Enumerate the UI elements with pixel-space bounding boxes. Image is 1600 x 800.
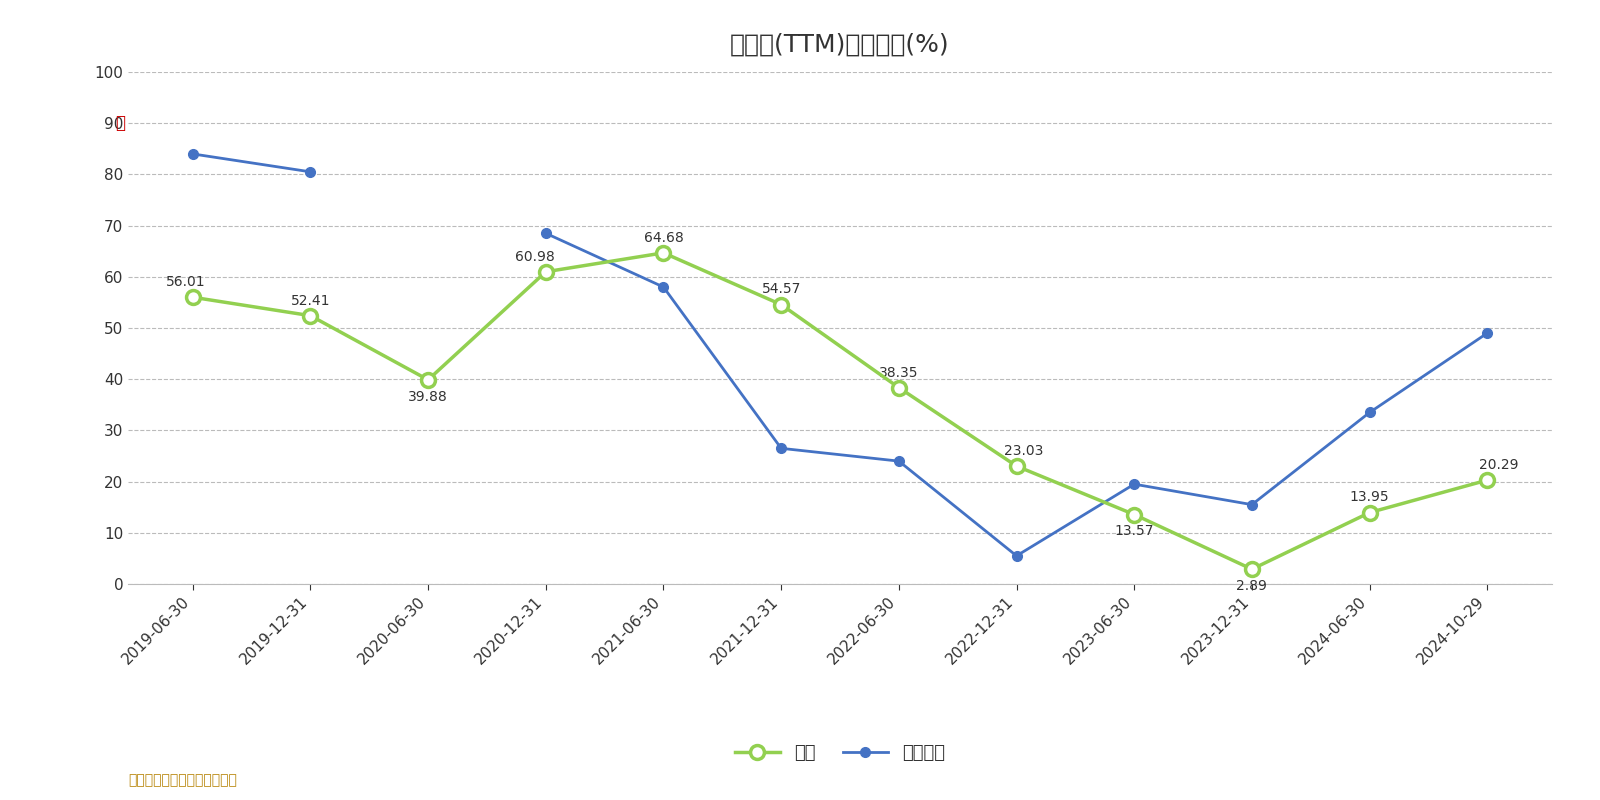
Text: 23.03: 23.03 [1003,444,1043,458]
Text: 60.98: 60.98 [515,250,555,264]
Text: 13.95: 13.95 [1350,490,1389,505]
Text: 38.35: 38.35 [878,366,918,379]
Title: 市盈率(TTM)历史分位(%): 市盈率(TTM)历史分位(%) [730,32,950,56]
Line: 公司: 公司 [186,246,1494,576]
Text: 20.29: 20.29 [1478,458,1518,472]
Legend: 公司, 行业均值: 公司, 行业均值 [728,737,952,770]
Text: 52.41: 52.41 [291,294,330,307]
行业均值 [182,149,202,158]
公司 [536,267,555,277]
公司 [890,383,909,393]
公司 [654,248,674,258]
公司 [182,293,202,302]
Text: 64.68: 64.68 [643,230,683,245]
Text: 累: 累 [115,114,125,132]
Line: 行业均值: 行业均值 [187,149,315,177]
Text: 39.88: 39.88 [408,390,448,404]
公司 [771,300,790,310]
行业均值 [301,167,320,177]
Text: 13.57: 13.57 [1115,524,1154,538]
Text: 56.01: 56.01 [166,275,205,289]
公司 [419,375,438,385]
Text: 制图数据来自恒生聚源数据库: 制图数据来自恒生聚源数据库 [128,773,237,787]
公司 [1242,565,1261,574]
Text: 54.57: 54.57 [762,282,802,297]
公司 [1125,510,1144,519]
公司 [1006,462,1026,471]
公司 [1478,475,1498,485]
Text: 2.89: 2.89 [1237,579,1267,593]
公司 [1360,508,1379,518]
公司 [301,311,320,321]
